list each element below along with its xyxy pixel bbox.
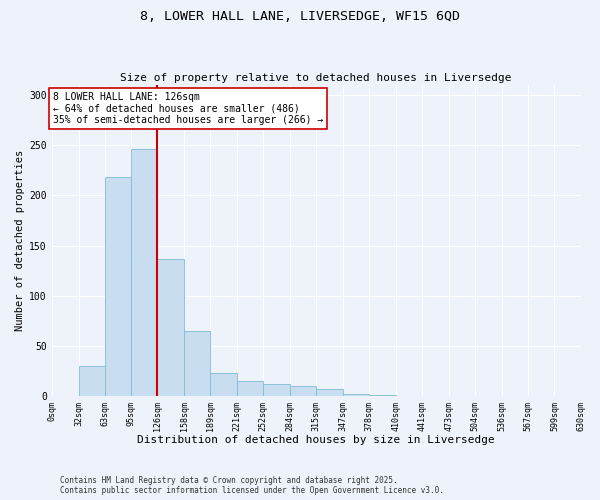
Bar: [157, 258, 184, 396]
Bar: [290, 386, 316, 396]
Text: 8, LOWER HALL LANE, LIVERSEDGE, WF15 6QD: 8, LOWER HALL LANE, LIVERSEDGE, WF15 6QD: [140, 10, 460, 23]
Bar: [184, 331, 211, 396]
Bar: [316, 389, 343, 396]
Bar: [343, 394, 369, 396]
X-axis label: Distribution of detached houses by size in Liversedge: Distribution of detached houses by size …: [137, 435, 495, 445]
Title: Size of property relative to detached houses in Liversedge: Size of property relative to detached ho…: [121, 73, 512, 83]
Bar: [211, 373, 237, 396]
Bar: [369, 395, 396, 396]
Bar: [131, 150, 157, 396]
Text: Contains HM Land Registry data © Crown copyright and database right 2025.
Contai: Contains HM Land Registry data © Crown c…: [60, 476, 444, 495]
Y-axis label: Number of detached properties: Number of detached properties: [15, 150, 25, 331]
Text: 8 LOWER HALL LANE: 126sqm
← 64% of detached houses are smaller (486)
35% of semi: 8 LOWER HALL LANE: 126sqm ← 64% of detac…: [53, 92, 323, 126]
Bar: [104, 178, 131, 396]
Bar: [263, 384, 290, 396]
Bar: [237, 381, 263, 396]
Bar: [79, 366, 104, 396]
